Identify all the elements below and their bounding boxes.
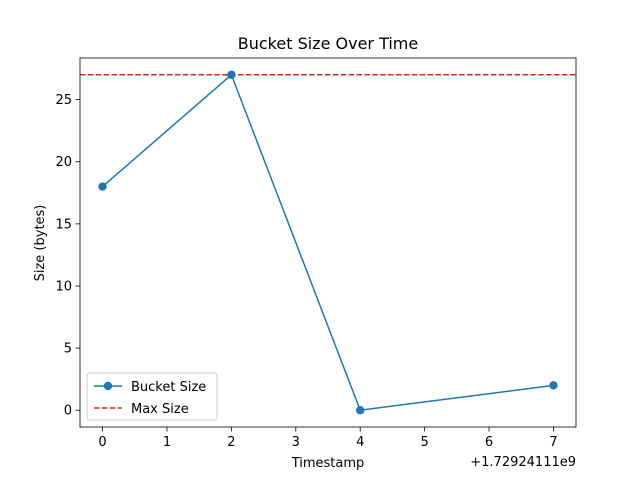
x-tick-label: 7	[549, 435, 557, 450]
x-tick-label: 3	[292, 435, 300, 450]
x-axis-offset-label: +1.72924111e9	[470, 455, 576, 470]
y-tick-label: 5	[64, 342, 72, 357]
legend: Bucket Size Max Size	[86, 372, 218, 421]
x-tick-label: 0	[98, 435, 106, 450]
x-tick-label: 1	[163, 435, 171, 450]
plot-area	[80, 70, 576, 415]
series-line-bucket-size	[102, 74, 554, 411]
x-tick-label: 2	[227, 435, 235, 450]
y-tick-label: 0	[64, 404, 72, 419]
y-tick-label: 20	[55, 155, 72, 170]
legend-marker-bucket-size	[103, 381, 113, 391]
axes-frame	[79, 57, 577, 428]
x-tick-label: 6	[485, 435, 493, 450]
data-point-bucket-size	[98, 182, 107, 191]
x-axis-label: Timestamp	[291, 456, 365, 471]
data-point-bucket-size	[227, 70, 236, 79]
y-tick-label: 10	[55, 279, 72, 294]
y-tick-label: 15	[55, 217, 72, 232]
x-tick-label: 4	[356, 435, 364, 450]
y-axis-label: Size (bytes)	[33, 205, 48, 282]
legend-label-bucket-size: Bucket Size	[131, 380, 206, 395]
x-tick-label: 5	[420, 435, 428, 450]
y-tick-label: 25	[55, 93, 72, 108]
chart-title: Bucket Size Over Time	[238, 34, 418, 53]
data-point-bucket-size	[356, 406, 365, 415]
axes: 0 1 2 3 4 5 6 7 0 5 10 15 20 25	[55, 57, 577, 450]
data-point-bucket-size	[549, 381, 558, 390]
legend-label-max-size: Max Size	[131, 402, 189, 417]
